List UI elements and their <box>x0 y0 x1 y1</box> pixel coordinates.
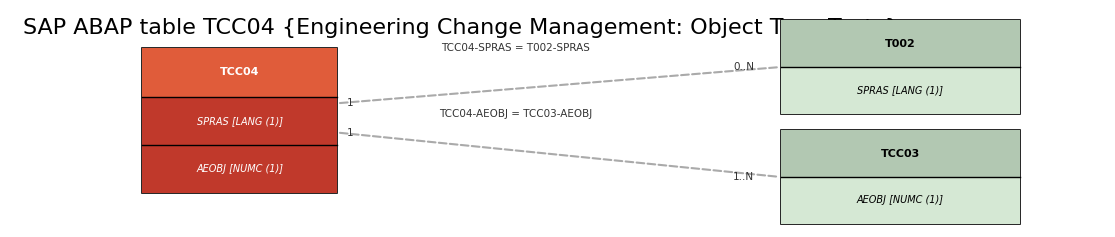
Text: 1: 1 <box>347 128 353 137</box>
Text: AEOBJ [NUMC (1)]: AEOBJ [NUMC (1)] <box>196 164 283 174</box>
FancyBboxPatch shape <box>143 145 337 193</box>
Text: TCC04-AEOBJ = TCC03-AEOBJ: TCC04-AEOBJ = TCC03-AEOBJ <box>439 109 592 119</box>
FancyBboxPatch shape <box>143 97 337 145</box>
Text: SPRAS [LANG (1)]: SPRAS [LANG (1)] <box>857 85 943 96</box>
Text: TCC04: TCC04 <box>220 68 260 77</box>
Text: 0..N: 0..N <box>734 62 754 72</box>
Text: TCC03: TCC03 <box>881 149 920 159</box>
Text: 1..N: 1..N <box>733 172 754 182</box>
Text: TCC04-SPRAS = T002-SPRAS: TCC04-SPRAS = T002-SPRAS <box>442 43 590 53</box>
FancyBboxPatch shape <box>782 67 1019 114</box>
FancyBboxPatch shape <box>143 48 337 193</box>
FancyBboxPatch shape <box>782 20 1019 67</box>
FancyBboxPatch shape <box>782 177 1019 224</box>
FancyBboxPatch shape <box>143 48 337 97</box>
Text: 1: 1 <box>347 98 353 108</box>
Text: SAP ABAP table TCC04 {Engineering Change Management: Object Type Texts}: SAP ABAP table TCC04 {Engineering Change… <box>23 18 899 38</box>
Text: SPRAS [LANG (1)]: SPRAS [LANG (1)] <box>196 116 283 126</box>
FancyBboxPatch shape <box>782 130 1019 224</box>
Text: T002: T002 <box>885 39 915 49</box>
FancyBboxPatch shape <box>782 130 1019 177</box>
FancyBboxPatch shape <box>782 20 1019 114</box>
Text: AEOBJ [NUMC (1)]: AEOBJ [NUMC (1)] <box>857 196 944 205</box>
